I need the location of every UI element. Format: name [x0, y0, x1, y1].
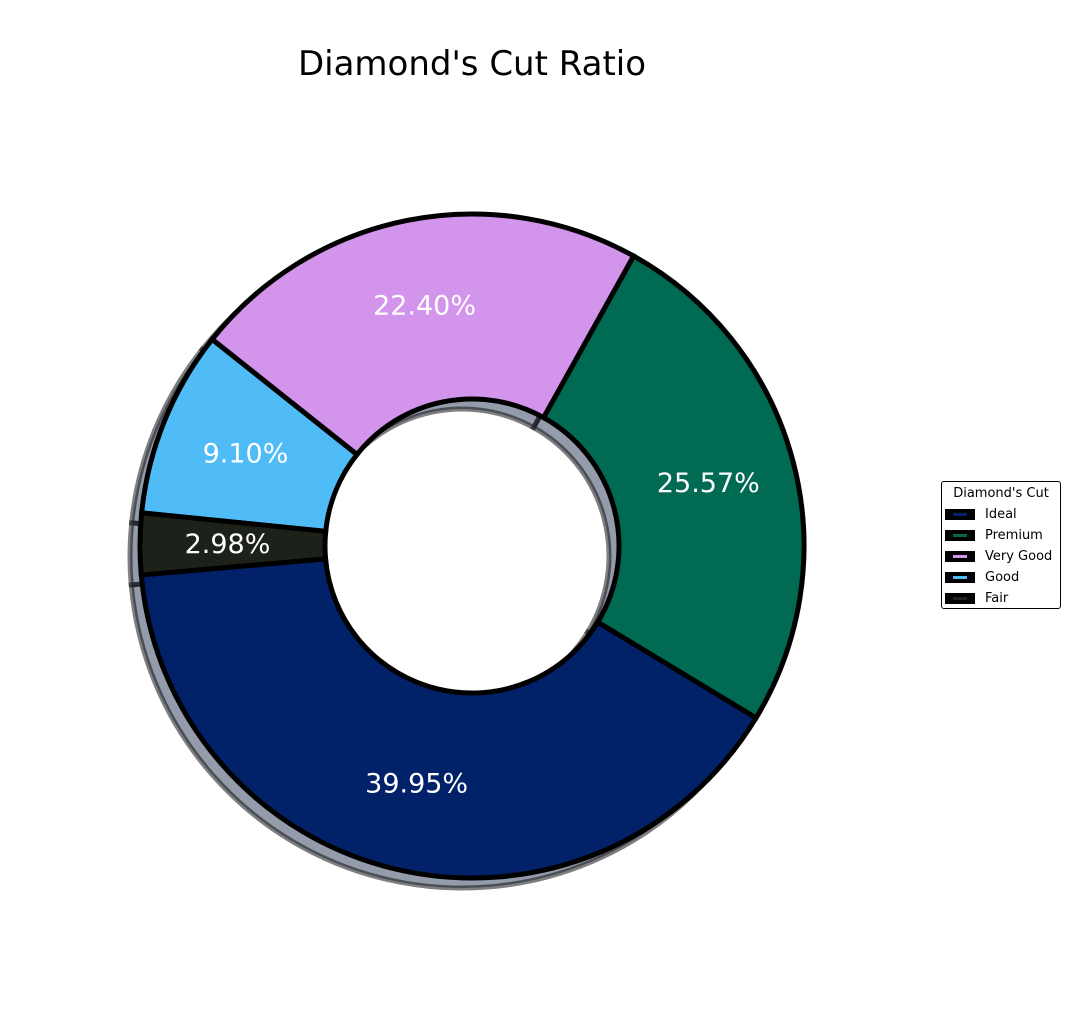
pie-slice-premium: [540, 252, 807, 722]
legend-swatch-ideal: [945, 508, 975, 520]
legend-label-very-good: Very Good: [985, 548, 1053, 564]
legend-swatch-fair: [945, 592, 975, 604]
legend-item-very-good: Very Good: [945, 548, 1052, 564]
legend-title: Diamond's Cut: [953, 486, 1049, 501]
slice-label-premium: 25.57%: [657, 468, 760, 499]
legend-label-good: Good: [985, 569, 1020, 585]
pie-slice-fair: [137, 510, 329, 578]
pie-slice-ideal: [138, 556, 760, 881]
slice-label-good: 9.10%: [203, 438, 289, 469]
slice-label-fair: 2.98%: [185, 529, 271, 560]
pie-slice-very-good: [208, 211, 638, 459]
legend: Diamond's Cut Ideal Premium Very Good Good F…: [941, 481, 1061, 609]
legend-swatch-good: [945, 571, 975, 583]
legend-item-ideal: Ideal: [945, 506, 1017, 522]
legend-item-good: Good: [945, 569, 1019, 585]
legend-swatch-premium: [945, 529, 975, 541]
legend-item-premium: Premium: [945, 527, 1043, 543]
legend-item-fair: Fair: [945, 590, 1008, 606]
chart-title: Diamond's Cut Ratio: [297, 44, 647, 84]
slice-label-very-good: 22.40%: [373, 291, 476, 322]
legend-label-premium: Premium: [985, 527, 1043, 543]
slice-label-ideal: 39.95%: [365, 769, 468, 800]
legend-swatch-very-good: [945, 550, 975, 562]
legend-label-fair: Fair: [985, 590, 1009, 606]
legend-label-ideal: Ideal: [985, 506, 1017, 522]
